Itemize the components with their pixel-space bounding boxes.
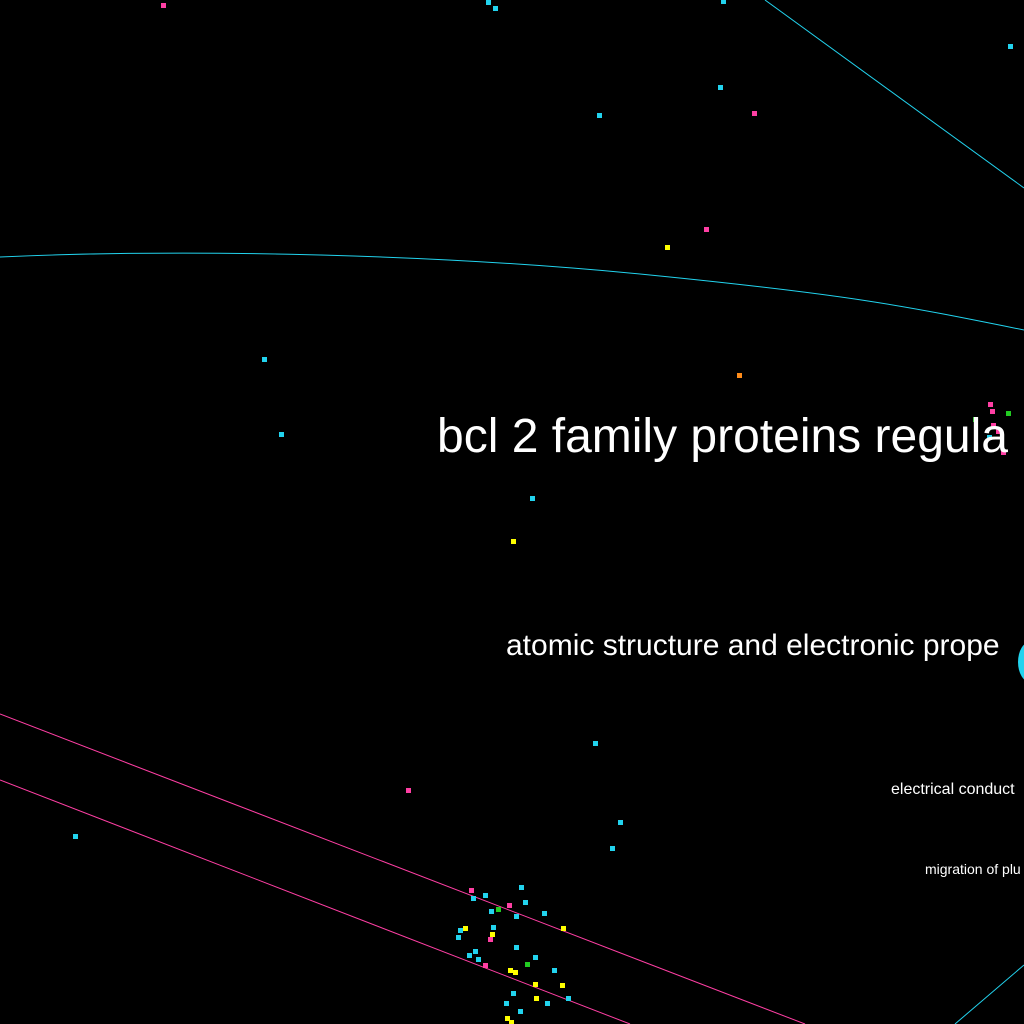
graph-node-cyan — [473, 949, 478, 954]
graph-node-cyan — [514, 914, 519, 919]
graph-node-green — [1006, 411, 1011, 416]
graph-node-cyan — [467, 953, 472, 958]
graph-node-cyan — [718, 85, 723, 90]
graph-node-cyan — [483, 893, 488, 898]
graph-edge — [954, 964, 1024, 1024]
graph-node-cyan — [476, 957, 481, 962]
graph-node-green — [973, 417, 978, 422]
graph-node-yellow — [511, 539, 516, 544]
graph-node-magenta — [507, 903, 512, 908]
topic-label-atomic-structure[interactable]: atomic structure and electronic prope — [506, 629, 1000, 662]
graph-node-yellow — [490, 932, 495, 937]
graph-node-cyan — [279, 432, 284, 437]
graph-edge — [0, 779, 631, 1024]
graph-edge — [0, 713, 806, 1024]
graph-node-magenta — [752, 111, 757, 116]
graph-node-cyan — [610, 846, 615, 851]
graph-node-cyan — [471, 896, 476, 901]
graph-node-cyan — [514, 945, 519, 950]
graph-node-green — [525, 962, 530, 967]
graph-node-cyan — [552, 968, 557, 973]
graph-node-orange — [737, 373, 742, 378]
graph-node-yellow — [505, 1016, 510, 1021]
graph-node-cyan — [1008, 44, 1013, 49]
graph-node-yellow — [561, 926, 566, 931]
graph-edge — [764, 0, 1024, 189]
graph-node-cyan — [458, 928, 463, 933]
graph-node-magenta — [704, 227, 709, 232]
graph-node-yellow — [560, 983, 565, 988]
node-layer — [73, 0, 1024, 1024]
graph-node-cyan — [491, 925, 496, 930]
graph-node-green — [496, 907, 501, 912]
topic-label-bcl2[interactable]: bcl 2 family proteins regula — [437, 410, 1008, 463]
graph-node-cyan — [489, 909, 494, 914]
graph-node-cyan — [262, 357, 267, 362]
graph-node-cyan — [987, 435, 992, 440]
graph-node-magenta — [469, 888, 474, 893]
graph-node-yellow — [463, 926, 468, 931]
graph-node-cyan — [721, 0, 726, 4]
graph-node-cyan — [73, 834, 78, 839]
graph-node-cyan — [566, 996, 571, 1001]
graph-node-magenta — [488, 937, 493, 942]
graph-node-yellow — [508, 968, 513, 973]
graph-node-magenta — [988, 402, 993, 407]
graph-node-cyan — [597, 113, 602, 118]
graph-node-yellow — [533, 982, 538, 987]
graph-edge — [0, 252, 1024, 331]
graph-node-cyan — [456, 935, 461, 940]
graph-node-cyan — [523, 900, 528, 905]
graph-node-cyan — [618, 820, 623, 825]
graph-node-large — [1018, 644, 1024, 680]
graph-node-magenta — [990, 409, 995, 414]
graph-node-magenta — [406, 788, 411, 793]
topic-label-electrical-conduct[interactable]: electrical conduct — [891, 781, 1015, 798]
graph-node-magenta — [996, 429, 1001, 434]
graph-node-yellow — [534, 996, 539, 1001]
graph-node-cyan — [542, 911, 547, 916]
graph-node-magenta — [161, 3, 166, 8]
graph-node-cyan — [518, 1009, 523, 1014]
graph-node-cyan — [533, 955, 538, 960]
graph-node-magenta — [483, 963, 488, 968]
graph-node-cyan — [511, 991, 516, 996]
topic-label-migration[interactable]: migration of plu — [925, 861, 1021, 877]
graph-node-cyan — [519, 885, 524, 890]
graph-node-cyan — [530, 496, 535, 501]
graph-node-cyan — [593, 741, 598, 746]
graph-node-cyan — [545, 1001, 550, 1006]
graph-node-cyan — [493, 6, 498, 11]
graph-node-yellow — [513, 970, 518, 975]
graph-node-magenta — [1001, 450, 1006, 455]
graph-node-cyan — [486, 0, 491, 5]
graph-node-cyan — [504, 1001, 509, 1006]
graph-node-magenta — [991, 423, 996, 428]
graph-node-yellow — [509, 1020, 514, 1024]
graph-node-yellow — [665, 245, 670, 250]
